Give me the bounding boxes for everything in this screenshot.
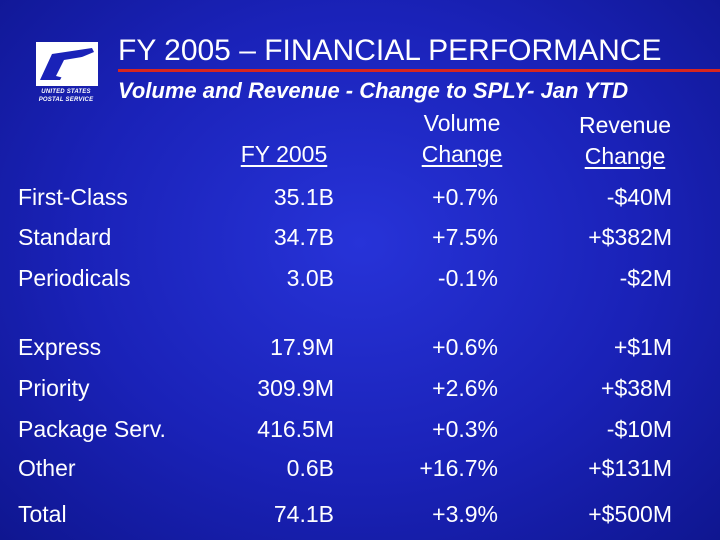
row-fy-value: 34.7B xyxy=(273,224,334,250)
usps-logo: UNITED STATES POSTAL SERVICE xyxy=(30,40,102,110)
column-header-fy: FY 2005 xyxy=(222,139,346,170)
row-volume-change: +2.6% xyxy=(432,375,498,401)
row-fy-value: 416.5M xyxy=(257,416,334,442)
column-header-fy-label: FY 2005 xyxy=(240,141,328,167)
row-label: Total xyxy=(18,501,67,527)
row-fy-value: 0.6B xyxy=(286,455,334,481)
row-revenue-change: +$38M xyxy=(601,375,672,401)
row-volume-change: +0.3% xyxy=(432,416,498,442)
column-header-revenue-line2: Change xyxy=(584,143,666,169)
title-underline xyxy=(118,69,720,72)
row-label: Standard xyxy=(18,224,112,250)
page-title: FY 2005 – FINANCIAL PERFORMANCE xyxy=(118,34,662,67)
row-label: First-Class xyxy=(18,184,128,210)
row-revenue-change: +$382M xyxy=(588,224,672,250)
row-volume-change: +0.7% xyxy=(432,184,498,210)
row-revenue-change: +$1M xyxy=(613,334,672,360)
row-revenue-change: +$500M xyxy=(588,501,672,527)
row-fy-value: 17.9M xyxy=(270,334,334,360)
row-fy-value: 74.1B xyxy=(273,501,334,527)
row-volume-change: +16.7% xyxy=(419,455,498,481)
column-header-volume-line1: Volume xyxy=(423,110,501,136)
row-label: Other xyxy=(18,455,76,481)
row-label: Periodicals xyxy=(18,265,131,291)
row-revenue-change: +$131M xyxy=(588,455,672,481)
column-header-revenue-line1: Revenue xyxy=(578,112,672,138)
row-label: Package Serv. xyxy=(18,416,166,442)
row-label: Express xyxy=(18,334,102,360)
row-revenue-change: -$2M xyxy=(619,265,672,291)
row-volume-change: -0.1% xyxy=(437,265,498,291)
row-label: Priority xyxy=(18,375,90,401)
row-revenue-change: -$40M xyxy=(606,184,672,210)
logo-line-1: UNITED STATES xyxy=(41,89,91,95)
column-header-volume-line2: Change xyxy=(421,141,503,167)
row-volume-change: +0.6% xyxy=(432,334,498,360)
row-fy-value: 3.0B xyxy=(286,265,334,291)
column-header-volume: Volume Change xyxy=(400,108,524,170)
eagle-logo-icon xyxy=(36,42,98,86)
logo-line-2: POSTAL SERVICE xyxy=(38,97,94,103)
page-subtitle: Volume and Revenue - Change to SPLY- Jan… xyxy=(118,78,629,103)
row-volume-change: +7.5% xyxy=(432,224,498,250)
column-header-revenue: Revenue Change xyxy=(560,110,690,172)
row-fy-value: 309.9M xyxy=(257,375,334,401)
row-revenue-change: -$10M xyxy=(606,416,672,442)
row-volume-change: +3.9% xyxy=(432,501,498,527)
row-fy-value: 35.1B xyxy=(273,184,334,210)
